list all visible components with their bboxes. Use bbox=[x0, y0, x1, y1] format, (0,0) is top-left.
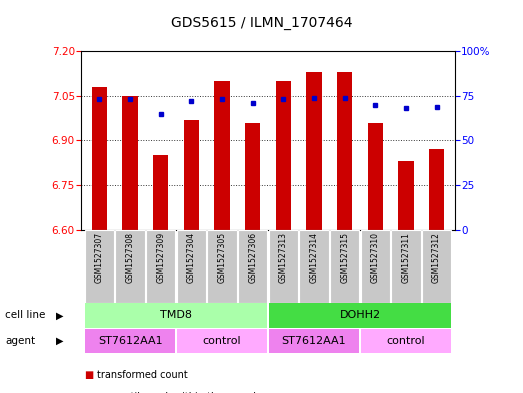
Bar bbox=[245, 123, 260, 230]
Bar bbox=[299, 230, 329, 303]
Text: GSM1527304: GSM1527304 bbox=[187, 232, 196, 283]
Text: GSM1527314: GSM1527314 bbox=[310, 232, 319, 283]
Text: percentile rank within the sample: percentile rank within the sample bbox=[97, 392, 262, 393]
Text: control: control bbox=[386, 336, 425, 346]
Bar bbox=[116, 230, 145, 303]
Text: GSM1527313: GSM1527313 bbox=[279, 232, 288, 283]
Bar bbox=[85, 329, 176, 353]
Bar bbox=[399, 162, 414, 230]
Text: GDS5615 / ILMN_1707464: GDS5615 / ILMN_1707464 bbox=[170, 16, 353, 30]
Bar bbox=[276, 81, 291, 230]
Text: ▶: ▶ bbox=[56, 310, 64, 320]
Text: GSM1527310: GSM1527310 bbox=[371, 232, 380, 283]
Bar bbox=[391, 230, 420, 303]
Text: TMD8: TMD8 bbox=[160, 310, 192, 320]
Bar bbox=[269, 303, 451, 328]
Bar bbox=[337, 72, 353, 230]
Bar bbox=[330, 230, 359, 303]
Text: GSM1527315: GSM1527315 bbox=[340, 232, 349, 283]
Bar bbox=[146, 230, 176, 303]
Bar bbox=[177, 230, 206, 303]
Bar bbox=[429, 149, 444, 230]
Text: transformed count: transformed count bbox=[97, 370, 188, 380]
Text: GSM1527311: GSM1527311 bbox=[402, 232, 411, 283]
Text: DOHH2: DOHH2 bbox=[339, 310, 381, 320]
Text: GSM1527305: GSM1527305 bbox=[218, 232, 226, 283]
Text: GSM1527308: GSM1527308 bbox=[126, 232, 134, 283]
Bar bbox=[85, 230, 114, 303]
Bar bbox=[368, 123, 383, 230]
Text: control: control bbox=[203, 336, 242, 346]
Text: ▶: ▶ bbox=[56, 336, 64, 346]
Bar bbox=[92, 87, 107, 230]
Text: ST7612AA1: ST7612AA1 bbox=[282, 336, 346, 346]
Text: agent: agent bbox=[5, 336, 36, 346]
Bar bbox=[422, 230, 451, 303]
Text: ■: ■ bbox=[84, 370, 93, 380]
Bar bbox=[177, 329, 267, 353]
Bar bbox=[238, 230, 267, 303]
Text: GSM1527307: GSM1527307 bbox=[95, 232, 104, 283]
Text: GSM1527312: GSM1527312 bbox=[432, 232, 441, 283]
Text: ■: ■ bbox=[84, 392, 93, 393]
Bar bbox=[85, 303, 267, 328]
Text: GSM1527309: GSM1527309 bbox=[156, 232, 165, 283]
Bar bbox=[306, 72, 322, 230]
Bar bbox=[269, 329, 359, 353]
Bar bbox=[360, 230, 390, 303]
Bar bbox=[360, 329, 451, 353]
Bar bbox=[214, 81, 230, 230]
Text: cell line: cell line bbox=[5, 310, 46, 320]
Bar bbox=[269, 230, 298, 303]
Bar bbox=[184, 119, 199, 230]
Text: GSM1527306: GSM1527306 bbox=[248, 232, 257, 283]
Bar bbox=[153, 155, 168, 230]
Bar bbox=[122, 96, 138, 230]
Text: ST7612AA1: ST7612AA1 bbox=[98, 336, 163, 346]
Bar bbox=[207, 230, 237, 303]
